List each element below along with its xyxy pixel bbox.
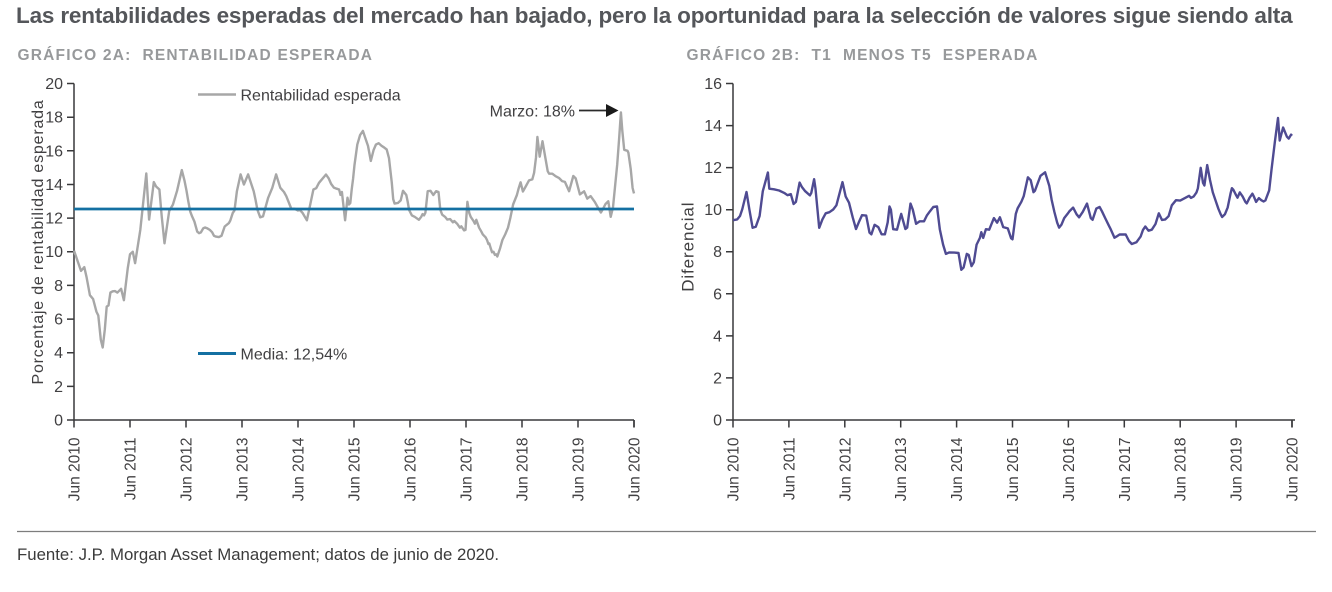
svg-text:Fuente: J.P. Morgan Asset Mana: Fuente: J.P. Morgan Asset Management; da…: [17, 545, 499, 564]
svg-text:4: 4: [713, 328, 722, 345]
svg-text:14: 14: [45, 177, 63, 194]
svg-text:Media: 12,54%: Media: 12,54%: [241, 347, 348, 364]
svg-text:Jun 2014: Jun 2014: [291, 437, 308, 501]
svg-text:16: 16: [704, 76, 722, 93]
svg-text:Jun 2018: Jun 2018: [515, 438, 532, 502]
svg-text:2: 2: [54, 379, 63, 396]
svg-text:Jun 2010: Jun 2010: [67, 437, 84, 501]
svg-text:Jun 2013: Jun 2013: [893, 438, 910, 502]
svg-text:Jun 2013: Jun 2013: [235, 438, 252, 502]
svg-text:Rentabilidad esperada: Rentabilidad esperada: [241, 88, 401, 105]
svg-text:12: 12: [704, 160, 722, 177]
svg-text:Jun 2014: Jun 2014: [949, 437, 966, 501]
svg-text:2: 2: [713, 370, 722, 387]
svg-text:Jun 2015: Jun 2015: [1005, 438, 1022, 502]
svg-text:Jun 2016: Jun 2016: [1061, 438, 1078, 502]
svg-text:Jun 2019: Jun 2019: [571, 438, 588, 502]
svg-text:8: 8: [713, 244, 722, 261]
svg-text:Diferencial: Diferencial: [679, 202, 698, 292]
svg-text:6: 6: [713, 286, 722, 303]
svg-text:4: 4: [54, 345, 63, 362]
svg-text:0: 0: [54, 413, 63, 430]
svg-text:Jun 2011: Jun 2011: [781, 438, 798, 501]
svg-text:Jun 2017: Jun 2017: [459, 438, 476, 502]
svg-text:Jun 2016: Jun 2016: [403, 438, 420, 502]
svg-text:0: 0: [713, 413, 722, 430]
svg-text:8: 8: [54, 278, 63, 295]
svg-text:12: 12: [45, 211, 63, 228]
svg-text:Jun 2012: Jun 2012: [179, 438, 196, 502]
svg-text:18: 18: [45, 110, 63, 127]
svg-text:Marzo: 18%: Marzo: 18%: [490, 104, 575, 121]
svg-text:Porcentaje de rentabilidad esp: Porcentaje de rentabilidad esperada: [30, 99, 47, 384]
svg-text:Jun 2015: Jun 2015: [347, 438, 364, 502]
svg-text:Jun 2012: Jun 2012: [837, 438, 854, 502]
svg-text:Jun 2020: Jun 2020: [627, 437, 644, 501]
svg-text:Jun 2010: Jun 2010: [726, 437, 743, 501]
svg-text:Jun 2011: Jun 2011: [123, 438, 140, 501]
svg-text:6: 6: [54, 312, 63, 329]
svg-text:16: 16: [45, 143, 63, 160]
svg-text:14: 14: [704, 118, 722, 135]
svg-text:10: 10: [704, 202, 722, 219]
svg-text:20: 20: [45, 76, 63, 93]
svg-text:10: 10: [45, 244, 63, 261]
svg-text:Jun 2019: Jun 2019: [1229, 438, 1246, 502]
svg-text:Jun 2018: Jun 2018: [1173, 438, 1190, 502]
svg-text:Jun 2020: Jun 2020: [1285, 437, 1302, 501]
svg-text:Jun 2017: Jun 2017: [1117, 438, 1134, 502]
